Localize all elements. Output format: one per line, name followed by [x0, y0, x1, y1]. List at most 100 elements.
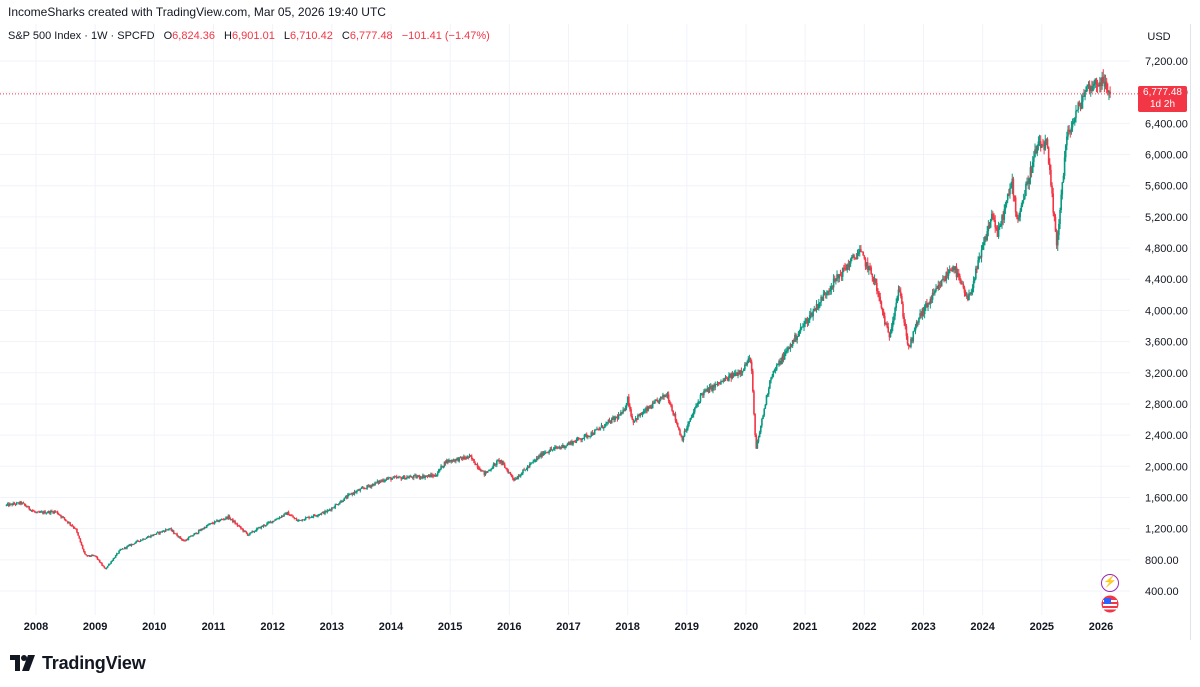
candle-body — [1109, 91, 1111, 94]
candle-body — [899, 291, 902, 297]
symbol-legend: S&P 500 Index · 1W · SPCFD O6,824.36 H6,… — [8, 29, 490, 43]
candle-body — [782, 355, 785, 360]
candle-body — [156, 532, 159, 533]
candle-body — [267, 522, 269, 524]
candle-body — [482, 470, 484, 472]
candle-body — [241, 528, 243, 530]
candle-body — [620, 412, 622, 416]
candle-body — [318, 514, 321, 515]
candle-body — [480, 470, 482, 472]
candle-body — [756, 441, 759, 449]
candle-body — [895, 302, 897, 308]
candle-body — [45, 512, 48, 514]
candle-body — [126, 546, 128, 549]
candle-body — [128, 544, 131, 546]
candle-body — [492, 464, 495, 469]
candle-body — [326, 510, 329, 513]
candle-body — [538, 455, 540, 459]
candle-body — [522, 469, 524, 474]
x-tick-label: 2012 — [260, 621, 284, 633]
candle-body — [240, 526, 242, 529]
candle-body — [95, 555, 98, 558]
candle-body — [816, 304, 819, 309]
candle-body — [547, 452, 549, 454]
candle-body — [542, 453, 545, 456]
candle-body — [564, 446, 566, 449]
candle-body — [254, 530, 257, 532]
candle-body — [634, 418, 637, 421]
tradingview-logo-icon — [10, 655, 35, 671]
candle-body — [49, 510, 52, 514]
candle-body — [34, 511, 36, 513]
candle-body — [312, 514, 315, 517]
candle-body — [344, 496, 347, 498]
candle-body — [393, 476, 396, 478]
candle-body — [812, 310, 814, 317]
candle-body — [565, 445, 568, 447]
candle-body — [726, 378, 729, 381]
candle-body — [228, 515, 231, 519]
candle-body — [529, 463, 531, 467]
candle-body — [1077, 102, 1080, 110]
candle-body — [273, 520, 275, 522]
candle-body — [1068, 129, 1070, 131]
candle-body — [245, 531, 248, 534]
candle-body — [420, 477, 423, 479]
candle-body — [161, 531, 164, 533]
candle-body — [183, 540, 185, 542]
candle-body — [738, 372, 740, 374]
candle-body — [1027, 181, 1029, 184]
candle-body — [1036, 145, 1039, 154]
x-tick-label: 2013 — [320, 621, 344, 633]
candle-body — [882, 311, 885, 317]
candle-body — [205, 525, 208, 528]
candle-body — [934, 290, 936, 294]
candle-body — [269, 521, 272, 523]
candle-body — [979, 256, 982, 258]
candle-body — [799, 327, 802, 332]
lightning-icon[interactable]: ⚡ — [1101, 574, 1119, 592]
candle-body — [858, 249, 861, 253]
candle-body — [1059, 209, 1061, 225]
candle-body — [946, 272, 949, 276]
candle-body — [87, 555, 90, 557]
candle-body — [449, 460, 451, 462]
candle-body — [288, 515, 291, 516]
candle-body — [498, 460, 500, 462]
candle-body — [509, 472, 512, 475]
candle-body — [1066, 136, 1068, 146]
low-label: L — [283, 30, 291, 42]
candle-body — [827, 291, 829, 295]
candle-body — [521, 473, 523, 476]
candle-body — [460, 456, 463, 459]
candle-body — [335, 504, 338, 506]
candle-body — [1064, 145, 1067, 158]
chart-pane[interactable] — [0, 24, 1191, 640]
candle-body — [90, 555, 93, 557]
candle-body — [152, 534, 154, 537]
currency-selector[interactable]: USD — [1147, 31, 1171, 43]
candle-body — [787, 347, 789, 351]
candle-body — [1101, 76, 1103, 87]
symbol-name[interactable]: S&P 500 Index · 1W · SPCFD — [8, 30, 155, 42]
candle-body — [852, 255, 854, 257]
candle-body — [657, 400, 660, 403]
candle-body — [104, 567, 107, 570]
candle-body — [592, 434, 595, 436]
candle-body — [1107, 89, 1109, 93]
candle-body — [261, 526, 264, 527]
us-flag-icon[interactable] — [1101, 595, 1119, 613]
candle-body — [766, 394, 769, 396]
candle-body — [392, 476, 395, 479]
candle-body — [121, 548, 124, 550]
candle-body — [629, 406, 631, 410]
candle-body — [118, 550, 120, 554]
candle-body — [476, 464, 479, 468]
candle-body — [984, 236, 986, 243]
candle-body — [576, 437, 579, 440]
candle-body — [465, 458, 467, 460]
tradingview-logo[interactable]: TradingView — [10, 652, 146, 674]
candle-body — [558, 447, 561, 448]
candle-body — [167, 529, 169, 531]
